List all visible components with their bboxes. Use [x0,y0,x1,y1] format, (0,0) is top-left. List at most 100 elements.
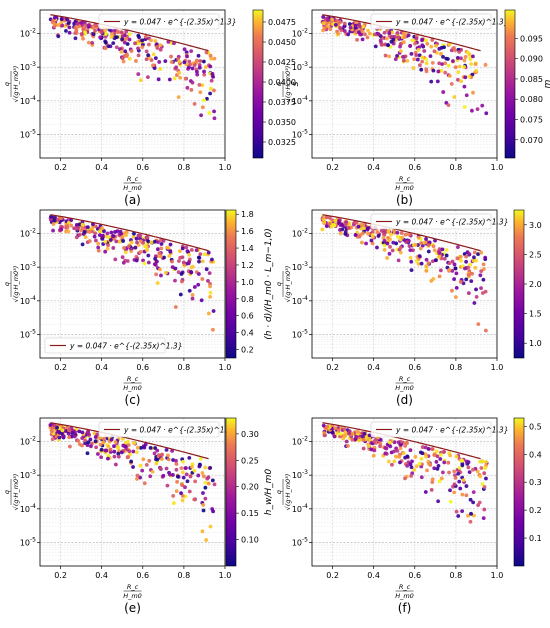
data-point [437,46,442,51]
data-point [77,222,82,227]
data-point [180,246,185,251]
data-point [330,17,335,22]
colorbar-tick-label: 1.6 [241,227,254,236]
data-point [392,228,396,233]
data-point [342,21,347,26]
y-tick-label: 10-3 [20,469,36,480]
colorbar-tick-label: 0.15 [241,509,259,518]
x-tick-label: 0.8 [450,163,463,172]
data-point [430,447,435,451]
data-point [87,229,91,234]
x-tick-label: 0.2 [326,571,339,580]
data-point [423,240,428,245]
data-point [193,479,198,484]
data-point [141,457,146,462]
data-point [156,240,160,245]
data-point [365,35,370,40]
data-point [146,42,151,47]
data-point [391,37,396,42]
data-point [464,459,469,464]
data-point [452,469,457,474]
data-point [367,31,372,36]
data-point [446,460,451,465]
legend-label: y = 0.047 · e^{-(2.35x)^1.3} [395,18,508,27]
data-point [187,59,192,64]
x-axis-label-numerator: R_c [127,175,139,183]
data-point [476,503,480,508]
data-point [124,37,128,41]
data-point [367,433,372,438]
data-point [371,453,376,458]
data-point [462,64,466,69]
data-point [362,431,367,436]
data-point [212,88,216,93]
data-point [74,235,79,240]
data-point [133,245,138,250]
data-point [147,458,152,463]
data-point [152,262,157,267]
data-point [420,55,425,60]
data-point [414,464,419,469]
data-point [99,447,104,452]
colorbar-tick-label: 2.5 [529,250,542,259]
data-point [196,473,201,478]
data-point [149,58,154,63]
colorbar-tick-label: 0.0400 [268,78,296,87]
data-point [66,229,71,234]
panel-caption: (c) [125,393,141,407]
data-point [103,40,108,45]
data-point [200,259,205,264]
colorbar-tick-label: 1.8 [241,210,254,219]
x-tick-label: 0.2 [54,571,67,580]
data-point [458,486,463,491]
data-point [420,445,425,449]
data-point [154,272,159,277]
data-point [208,466,213,470]
data-point [80,430,85,435]
data-point [143,34,148,39]
data-point [89,444,93,449]
data-point [184,466,188,470]
data-point [199,298,204,303]
x-axis-label-denominator: H_m0 [123,184,142,192]
data-point [329,224,334,229]
data-point [131,234,136,239]
data-point [104,234,109,239]
data-point [340,223,344,227]
x-tick-label: 0.6 [136,163,149,172]
data-point [379,228,384,233]
legend-box [370,421,492,438]
data-point [149,38,153,43]
data-point [99,455,104,460]
data-point [208,86,213,91]
data-point [472,255,476,260]
y-tick-label: 10-2 [292,436,308,447]
data-point [386,459,391,464]
panel-a: 0.2 0.4 0.6 0.8 1.010-210-310-410-5R_cH_m0q √… [3,9,301,207]
data-point [159,242,164,246]
data-point [404,441,409,446]
data-point [138,233,143,238]
data-point [429,279,434,283]
data-point [424,264,429,269]
data-point [178,255,183,260]
data-point [372,439,377,444]
data-point [382,243,387,248]
data-point [140,38,145,43]
data-point [197,272,201,276]
data-point [430,480,435,485]
data-point [146,75,150,80]
data-point [434,460,439,464]
data-point [414,36,419,41]
data-point [468,497,473,502]
data-point [67,30,72,35]
data-point [383,230,387,235]
data-point [478,459,482,464]
data-point [448,499,453,504]
data-point [466,273,471,277]
data-point [413,242,418,247]
colorbar [513,417,525,567]
data-point [460,492,465,497]
data-point [394,241,399,246]
x-tick-label: 0.6 [408,571,421,580]
